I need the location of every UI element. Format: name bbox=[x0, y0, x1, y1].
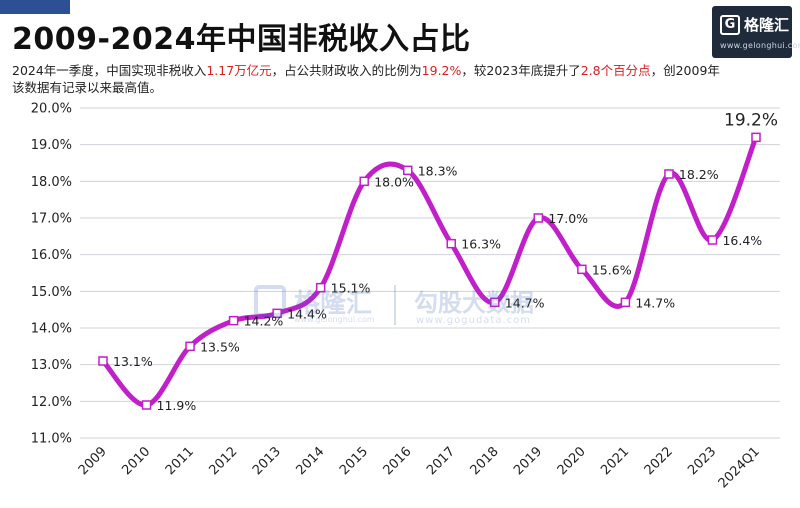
y-tick-label: 18.0% bbox=[31, 175, 72, 190]
x-tick-label: 2010 bbox=[119, 444, 153, 478]
x-tick-label: 2015 bbox=[337, 444, 371, 478]
y-tick-label: 16.0% bbox=[31, 248, 72, 263]
data-label: 15.6% bbox=[592, 262, 632, 277]
y-tick-label: 11.0% bbox=[31, 432, 72, 447]
x-tick-label: 2019 bbox=[511, 444, 545, 478]
data-label: 13.1% bbox=[113, 354, 153, 369]
data-point-marker bbox=[98, 356, 108, 366]
data-point-marker bbox=[620, 297, 631, 308]
data-label: 16.4% bbox=[722, 233, 762, 248]
subtitle-highlight: 1.17万亿元 bbox=[206, 63, 272, 78]
data-point-marker bbox=[577, 264, 587, 275]
y-tick-label: 17.0% bbox=[31, 212, 72, 227]
logo-url: www.gelonghui.com bbox=[720, 41, 800, 50]
x-tick-label: 2024Q1 bbox=[716, 444, 763, 491]
data-label: 14.4% bbox=[287, 306, 327, 321]
page-title: 2009-2024年中国非税收入占比 bbox=[12, 22, 471, 57]
x-tick-label: 2009 bbox=[76, 444, 110, 478]
data-point-marker bbox=[533, 213, 544, 223]
subtitle: 2024年一季度，中国实现非税收入1.17万亿元，占公共财政收入的比例为19.2… bbox=[12, 62, 732, 96]
data-point-marker bbox=[664, 169, 674, 179]
logo-mark-icon: G bbox=[720, 15, 740, 35]
y-tick-label: 20.0% bbox=[31, 102, 72, 117]
logo-name: 格隆汇 bbox=[744, 16, 790, 34]
x-axis-ticks: 2009 2010 2011 2012 2013 2014 2015 2016 2017 2018… bbox=[76, 444, 763, 491]
data-point-marker bbox=[402, 165, 413, 176]
grid-lines bbox=[80, 107, 780, 439]
data-label: 18.2% bbox=[679, 167, 719, 182]
top-bar bbox=[0, 0, 800, 16]
data-point-marker bbox=[315, 282, 326, 293]
x-tick-label: 2012 bbox=[206, 444, 240, 478]
data-label: 14.7% bbox=[635, 295, 675, 310]
subtitle-text: ，占公共财政收入的比例为 bbox=[271, 63, 422, 78]
data-point-marker bbox=[272, 308, 282, 319]
data-label: 14.7% bbox=[505, 295, 545, 310]
x-tick-label: 2011 bbox=[163, 444, 197, 478]
y-tick-label: 12.0% bbox=[31, 395, 72, 410]
y-tick-label: 15.0% bbox=[31, 285, 72, 300]
data-label: 18.0% bbox=[374, 174, 414, 189]
data-point-marker bbox=[185, 341, 195, 352]
data-label: 11.9% bbox=[157, 398, 197, 413]
x-tick-label: 2014 bbox=[293, 444, 327, 478]
x-tick-label: 2013 bbox=[250, 444, 284, 478]
subtitle-highlight: 2.8个百分点 bbox=[580, 63, 651, 78]
x-tick-label: 2018 bbox=[468, 444, 502, 478]
subtitle-text: ，创2009年该数据有记录以来最高值。 bbox=[12, 63, 720, 95]
data-label: 17.0% bbox=[548, 211, 588, 226]
data-label: 19.2% bbox=[724, 110, 778, 130]
data-point-marker bbox=[751, 132, 761, 143]
brand-logo: G 格隆汇 www.gelonghui.com bbox=[712, 6, 800, 58]
x-tick-label: 2020 bbox=[555, 444, 589, 478]
data-label: 15.1% bbox=[331, 281, 371, 296]
x-tick-label: 2016 bbox=[381, 444, 415, 478]
data-point-marker bbox=[228, 315, 239, 326]
y-axis-ticks: 11.0% 12.0% 13.0% 14.0% 15.0% 16.0% 17.0% 18.0%… bbox=[31, 102, 72, 447]
data-markers bbox=[98, 132, 761, 410]
data-labels: 13.1% 11.9% 13.5% 14.2% 14.4% 15.1% 18.0% 18.3%… bbox=[113, 110, 778, 413]
top-accent-bar bbox=[0, 0, 70, 14]
x-tick-label: 2023 bbox=[685, 444, 719, 478]
x-tick-label: 2022 bbox=[642, 444, 676, 478]
data-point-marker bbox=[141, 400, 152, 410]
x-tick-label: 2021 bbox=[598, 444, 632, 478]
data-label: 14.2% bbox=[244, 314, 284, 329]
subtitle-text: 2024年一季度，中国实现非税收入 bbox=[12, 63, 207, 78]
data-point-marker bbox=[446, 238, 457, 249]
y-tick-label: 13.0% bbox=[31, 358, 72, 373]
y-tick-label: 19.0% bbox=[31, 138, 72, 153]
x-tick-label: 2017 bbox=[424, 444, 458, 478]
data-label: 16.3% bbox=[461, 237, 501, 252]
y-tick-label: 14.0% bbox=[31, 322, 72, 337]
subtitle-highlight: 19.2% bbox=[421, 63, 462, 78]
data-label: 18.3% bbox=[418, 163, 458, 178]
data-label: 13.5% bbox=[200, 339, 240, 354]
data-point-marker bbox=[490, 297, 500, 308]
subtitle-text: ，较2023年底提升了 bbox=[461, 63, 581, 78]
data-point-marker bbox=[707, 235, 718, 245]
data-point-marker bbox=[359, 176, 369, 187]
